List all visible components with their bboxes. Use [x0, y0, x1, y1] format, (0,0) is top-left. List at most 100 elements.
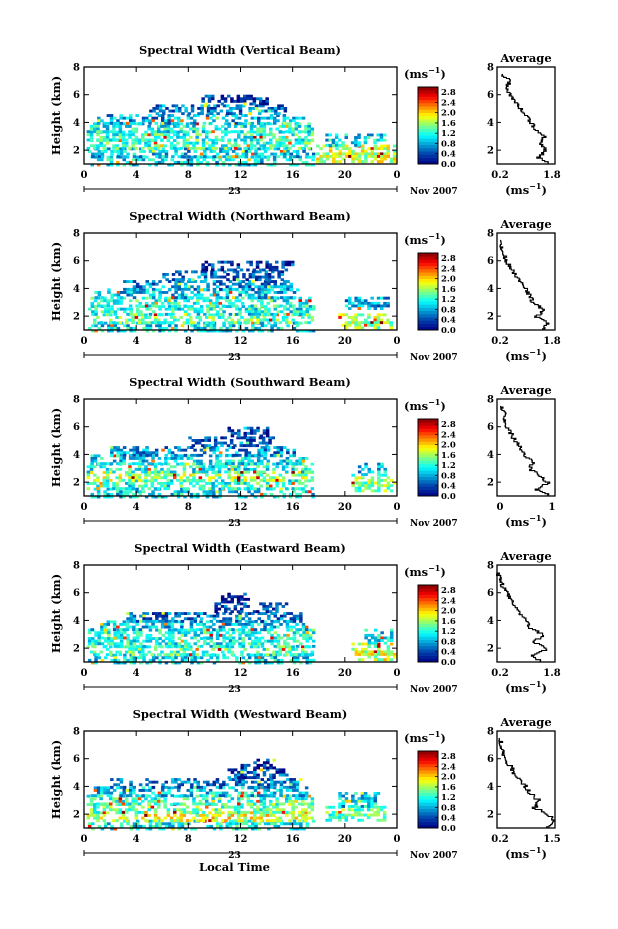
colorbar-segment: [418, 138, 438, 142]
heatmap-cell: [147, 138, 151, 142]
heatmap-cell: [96, 296, 101, 300]
heatmap-cell: [171, 326, 175, 330]
heatmap-cell: [189, 482, 193, 485]
heatmap-cell: [301, 625, 306, 629]
heatmap-cell: [190, 109, 195, 113]
heatmap-cell: [279, 462, 283, 466]
colorbar-segment: [418, 447, 438, 452]
heatmap-cell: [227, 600, 231, 604]
heatmap-cell: [260, 285, 265, 289]
heatmap-cell: [122, 492, 126, 496]
heatmap-cell: [260, 121, 264, 125]
heatmap-cell: [291, 653, 295, 657]
heatmap-cell: [269, 138, 273, 142]
colorbar-frame: [417, 86, 439, 165]
heatmap-cell: [211, 268, 215, 272]
heatmap-cell: [87, 822, 92, 826]
heatmap-cell: [176, 133, 180, 137]
heatmap-cell: [233, 471, 238, 474]
heatmap-cell: [243, 605, 247, 608]
heatmap-cell: [227, 645, 231, 649]
heatmap-cell: [288, 803, 292, 806]
heatmap-cell: [229, 439, 234, 442]
heatmap-cell: [189, 146, 193, 150]
average-profile-line: [501, 73, 550, 165]
heatmap-cell: [157, 146, 161, 150]
heatmap-cell: [260, 147, 265, 151]
heatmap-cell: [171, 628, 175, 632]
y-tick-label: 6: [73, 588, 80, 599]
average-y-tick-label: 4: [487, 616, 494, 627]
heatmap-cell: [254, 653, 258, 657]
heatmap-cell: [221, 805, 225, 809]
heatmap-cell: [135, 619, 140, 623]
heatmap-cell: [259, 135, 263, 139]
heatmap-cell: [173, 470, 177, 474]
heatmap-cell: [249, 94, 253, 98]
heatmap-cell: [382, 133, 387, 137]
heatmap-cell: [257, 631, 261, 635]
heatmap-cell: [265, 431, 270, 435]
heatmap-cell: [383, 301, 387, 305]
heatmap-cell: [270, 324, 274, 328]
heatmap-cell: [198, 487, 203, 491]
heatmap-cell: [189, 141, 193, 145]
heatmap-cell: [94, 639, 98, 643]
heatmap-cell: [271, 265, 276, 269]
heatmap-cell: [148, 492, 152, 496]
heatmap-cell: [134, 810, 139, 814]
heatmap-cell: [221, 304, 226, 308]
heatmap-cell: [131, 470, 135, 474]
heatmap-cell: [169, 803, 174, 806]
heatmap-cell: [134, 313, 139, 317]
heatmap-cell: [167, 448, 172, 452]
heatmap-cell: [281, 263, 285, 267]
heatmap-cell: [183, 285, 188, 289]
heatmap-cell: [276, 617, 281, 621]
heatmap-cell: [112, 135, 116, 139]
heatmap-cell: [197, 441, 202, 445]
colorbar-segment: [418, 272, 438, 276]
heatmap-cell: [125, 318, 129, 322]
heatmap-cell: [212, 827, 217, 831]
heatmap-cell: [212, 628, 216, 632]
heatmap-cell: [287, 263, 292, 267]
heatmap-cell: [249, 318, 254, 322]
heatmap-cell: [112, 138, 116, 142]
heatmap-cell: [161, 617, 165, 621]
heatmap-cell: [97, 639, 101, 643]
heatmap-cell: [93, 645, 97, 649]
heatmap-cell: [351, 481, 355, 485]
heatmap-cell: [252, 610, 257, 614]
heatmap-cell: [376, 133, 380, 137]
heatmap-cell: [281, 645, 286, 649]
colorbar-segment: [418, 103, 438, 107]
heatmap-cell: [259, 808, 263, 812]
heatmap-cell: [195, 127, 199, 131]
heatmap-cell: [90, 296, 94, 300]
heatmap-cell: [195, 808, 199, 812]
heatmap-cell: [291, 479, 295, 483]
heatmap-cell: [187, 642, 191, 646]
heatmap-cell: [113, 293, 118, 297]
heatmap-cell: [361, 650, 365, 654]
heatmap-cell: [205, 650, 209, 654]
heatmap-cell: [226, 109, 230, 113]
heatmap-cell: [292, 119, 296, 123]
heatmap-cell: [144, 653, 148, 657]
heatmap-cell: [207, 436, 211, 440]
heatmap-cell: [267, 291, 271, 294]
heatmap-cell: [109, 794, 113, 798]
heatmap-cell: [171, 827, 175, 831]
heatmap-cell: [257, 656, 261, 660]
heatmap-cell: [222, 321, 226, 325]
heatmap-cell: [173, 459, 178, 463]
colorbar-segment: [418, 601, 438, 605]
heatmap-cell: [304, 301, 309, 305]
heatmap-cell: [285, 625, 290, 629]
heatmap-cell: [262, 141, 267, 145]
heatmap-cell: [224, 318, 228, 322]
heatmap-cell: [96, 653, 100, 657]
heatmap-cell: [224, 484, 228, 488]
heatmap-cell: [147, 650, 151, 654]
